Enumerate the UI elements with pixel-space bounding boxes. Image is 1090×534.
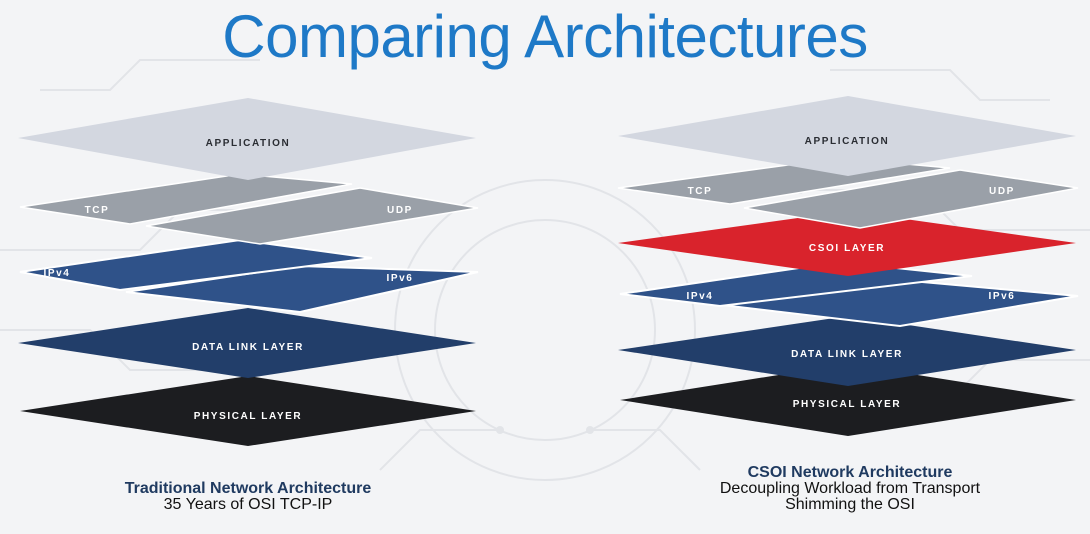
trad-physical-layer <box>20 376 476 446</box>
page-title: Comparing Architectures <box>222 3 868 70</box>
csoi-application-label: APPLICATION <box>805 136 890 147</box>
csoi-ipv6-label: IPv6 <box>989 291 1016 302</box>
trad-ipv4-layer <box>19 238 373 292</box>
trad-datalink-label: DATA LINK LAYER <box>192 342 304 353</box>
csoi-caption-line2: Shimming the OSI <box>785 496 915 513</box>
csoi-udp-layer <box>743 169 1079 229</box>
trad-datalink-layer <box>18 308 476 378</box>
trad-ipv6-label: IPv6 <box>387 273 414 284</box>
trad-tcp-layer <box>19 173 353 225</box>
csoi-caption-line1: Decoupling Workload from Transport <box>719 480 981 497</box>
traditional-stack: PHYSICAL LAYER DATA LINK LAYER IPv6 IPv4… <box>18 98 479 446</box>
trad-physical-label: PHYSICAL LAYER <box>194 411 303 422</box>
trad-application-label: APPLICATION <box>206 138 291 149</box>
csoi-caption: CSOI Network Architecture Decoupling Wor… <box>680 465 1020 513</box>
csoi-caption-title: CSOI Network Architecture <box>747 464 953 481</box>
csoi-physical-label: PHYSICAL LAYER <box>793 399 902 410</box>
csoi-udp-label: UDP <box>989 186 1015 197</box>
csoi-datalink-layer <box>618 316 1076 386</box>
trad-udp-label: UDP <box>387 205 413 216</box>
csoi-tcp-label: TCP <box>688 186 713 197</box>
csoi-physical-layer <box>620 364 1076 436</box>
trad-application-layer <box>18 98 476 180</box>
traditional-caption-title: Traditional Network Architecture <box>124 480 372 497</box>
csoi-ipv4-label: IPv4 <box>687 291 714 302</box>
csoi-ipv4-layer <box>619 260 973 308</box>
csoi-stack: PHYSICAL LAYER DATA LINK LAYER IPv6 IPv4… <box>617 96 1079 436</box>
csoi-layer-label: CSOI LAYER <box>809 243 885 254</box>
csoi-application-layer <box>618 96 1076 176</box>
csoi-layer <box>618 211 1076 276</box>
trad-udp-layer <box>145 187 479 245</box>
csoi-datalink-label: DATA LINK LAYER <box>791 349 903 360</box>
traditional-caption-subtitle: 35 Years of OSI TCP-IP <box>163 496 333 513</box>
trad-tcp-label: TCP <box>85 205 110 216</box>
trad-ipv4-label: IPv4 <box>44 268 71 279</box>
traditional-caption: Traditional Network Architecture 35 Year… <box>98 481 398 513</box>
